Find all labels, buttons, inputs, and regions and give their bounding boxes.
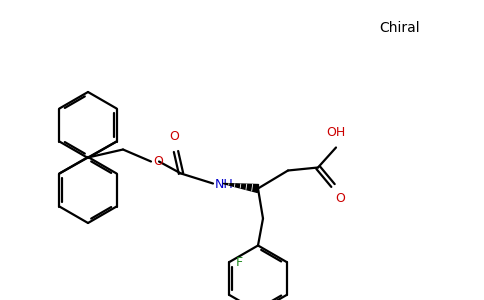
Text: O: O: [153, 155, 163, 168]
Text: Chiral: Chiral: [379, 21, 420, 35]
Polygon shape: [223, 184, 258, 193]
Text: O: O: [335, 191, 345, 205]
Text: OH: OH: [326, 127, 346, 140]
Text: O: O: [169, 130, 179, 142]
Text: NH: NH: [215, 178, 234, 191]
Text: F: F: [235, 256, 242, 268]
